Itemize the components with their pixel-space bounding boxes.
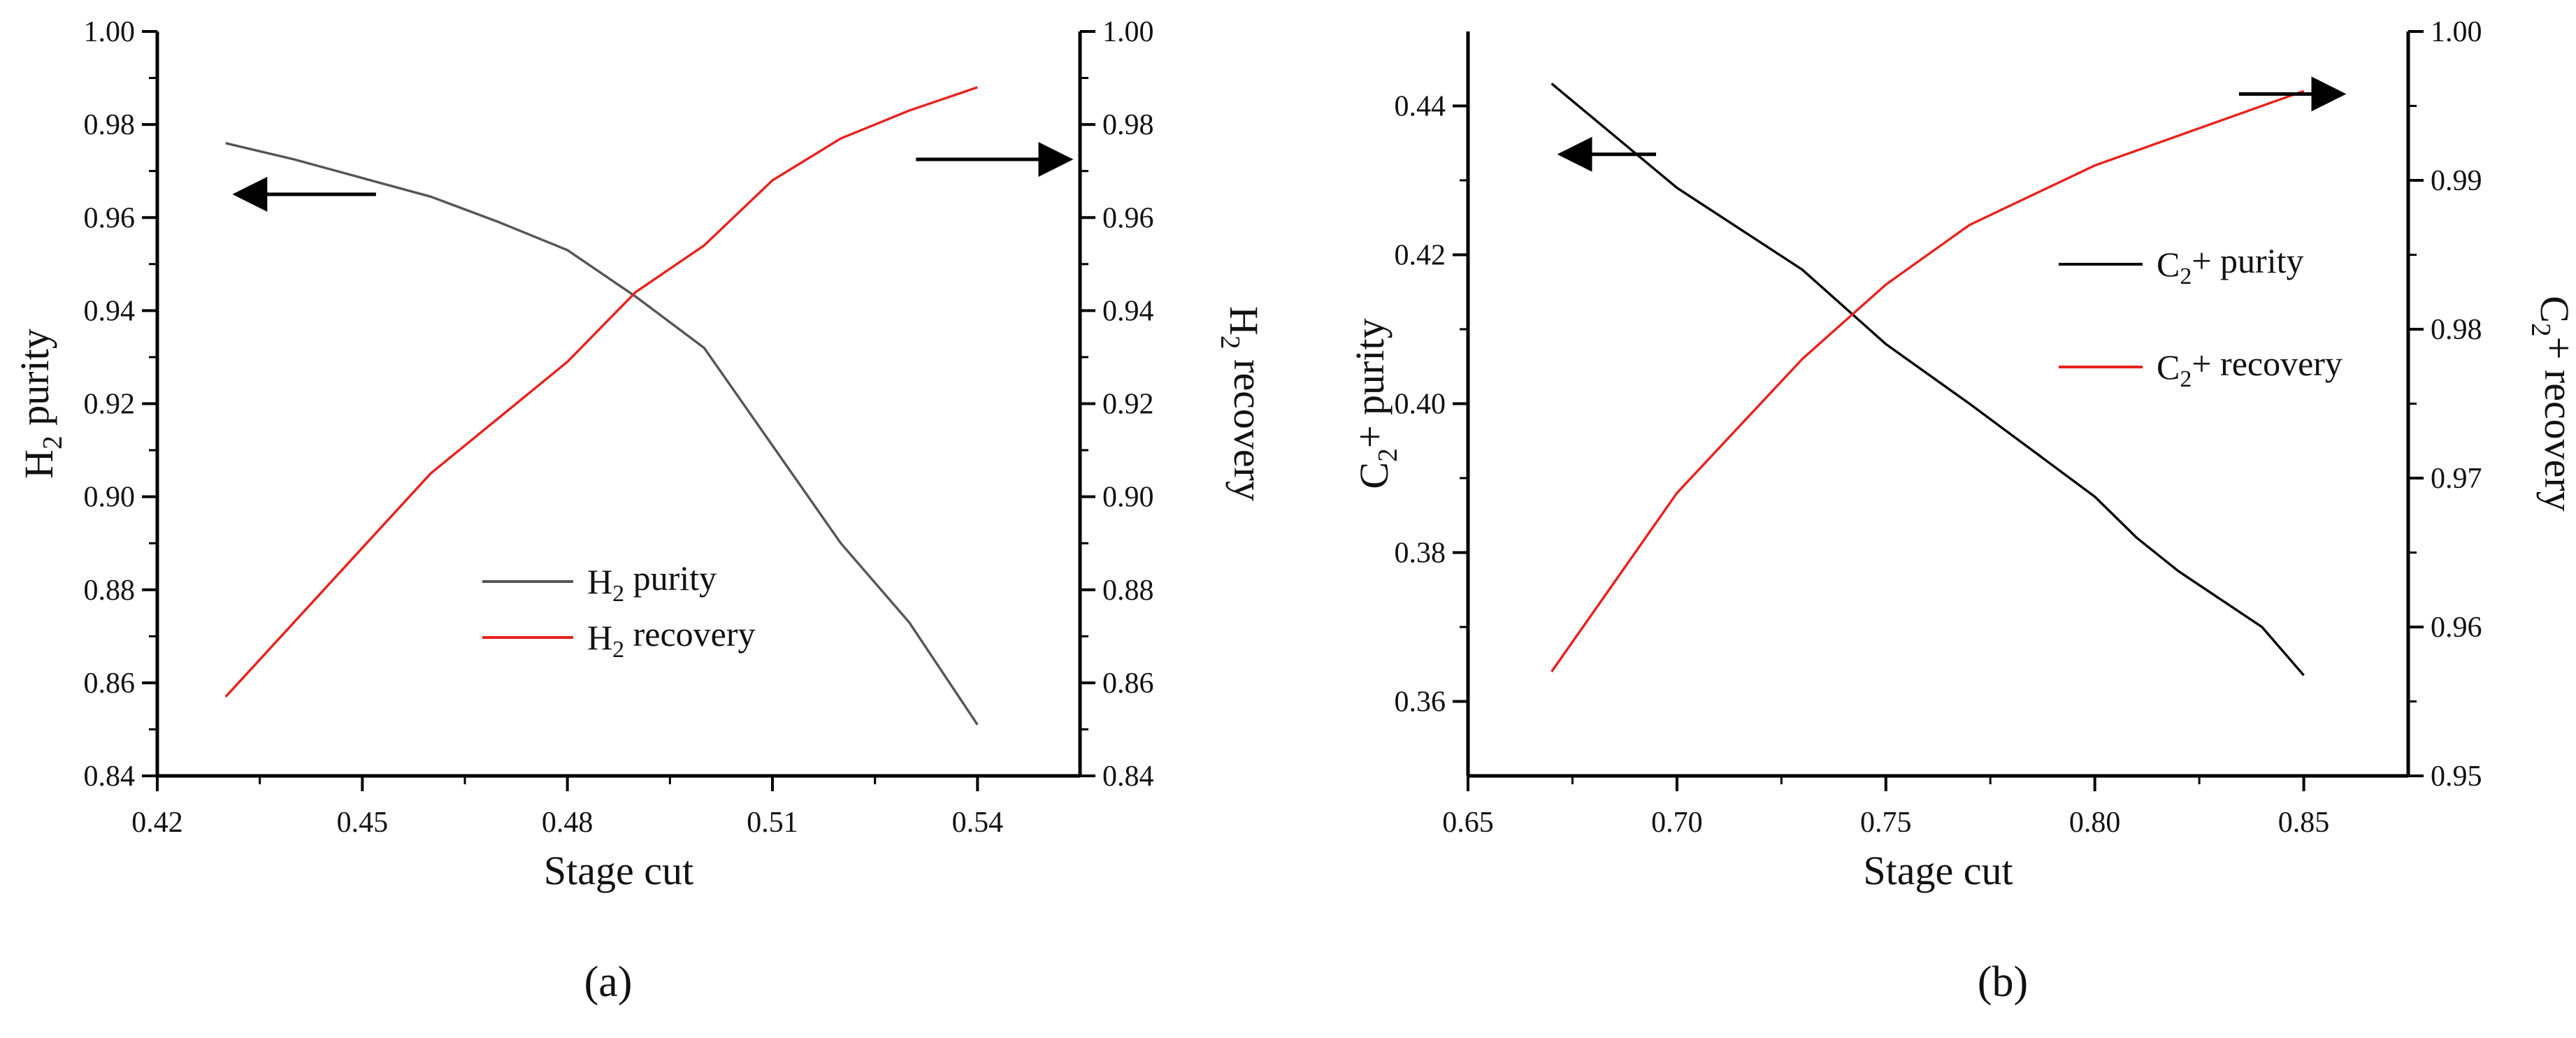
label-subscript: 2 — [612, 637, 624, 663]
x-tick-label: 0.80 — [2069, 807, 2121, 839]
label-subscript: 2 — [1372, 448, 1403, 462]
y-axis-left-title: C2+ purity — [1347, 318, 1403, 489]
x-tick-label: 0.54 — [952, 807, 1004, 839]
x-tick-label: 0.75 — [1860, 807, 1912, 839]
y-right-tick-label: 0.94 — [1102, 295, 1154, 327]
y-right-tick-label: 0.90 — [1102, 482, 1154, 514]
label-main: C — [2157, 347, 2180, 387]
series-line-purity — [225, 142, 979, 726]
series-line-recovery — [224, 86, 978, 698]
panel-label: (b) — [1978, 958, 2028, 1006]
chart-panel-a: 0.42 0.45 0.48 0.51 0.54 0.84 0.86 0.88 0.90 0.92… — [12, 16, 1271, 1006]
label-rest: recovery — [624, 614, 755, 654]
y-right-tick-label: 0.98 — [2431, 314, 2482, 346]
legend-label: H2 purity — [587, 558, 717, 607]
label-subscript: 2 — [1215, 336, 1246, 349]
y-left-tick-label: 0.94 — [84, 295, 136, 327]
x-axis-title: Stage cut — [1863, 848, 2013, 893]
y-right-tick-label: 0.88 — [1102, 575, 1154, 607]
y-left-tick-label: 0.84 — [84, 761, 136, 793]
y-right-tick-label: 0.96 — [1102, 202, 1154, 234]
label-main: H — [16, 449, 62, 479]
y-left-tick-label: 0.90 — [84, 482, 136, 514]
y-left-tick-label: 0.98 — [84, 109, 136, 141]
label-rest: + recovery — [2192, 344, 2343, 383]
legend-label: C2+ recovery — [2157, 344, 2343, 392]
label-rest: + purity — [2192, 241, 2303, 280]
y-right-tick-label: 0.99 — [2431, 165, 2482, 197]
y-right-tick-label: 0.84 — [1102, 761, 1154, 793]
chart-panel-b: 0.65 0.70 0.75 0.80 0.85 0.36 0.38 0.40 0.42 0.44… — [1347, 16, 2576, 1006]
x-tick-label: 0.65 — [1442, 807, 1494, 839]
label-main: C — [2532, 296, 2576, 323]
label-rest: recovery — [1225, 349, 1271, 501]
label-rest: purity — [12, 329, 57, 435]
x-tick-label: 0.42 — [131, 807, 183, 839]
x-tick-label: 0.45 — [337, 807, 389, 839]
y-right-tick-label: 0.97 — [2431, 463, 2482, 495]
y-right-tick-label: 0.96 — [2431, 612, 2482, 644]
y-left-tick-label: 0.88 — [84, 575, 136, 607]
label-main: H — [587, 618, 612, 657]
y-left-tick-label: 0.86 — [84, 668, 136, 700]
y-left-tick-label: 0.44 — [1395, 91, 1446, 123]
label-main: C — [1351, 462, 1397, 489]
y-left-tick-label: 1.00 — [84, 16, 136, 48]
label-main: H — [587, 562, 612, 601]
y-right-tick-label: 1.00 — [2431, 16, 2482, 48]
label-subscript: 2 — [37, 435, 68, 449]
y-left-tick-label: 0.38 — [1395, 538, 1446, 570]
x-tick-label: 0.85 — [2278, 807, 2330, 839]
x-tick-label: 0.48 — [542, 807, 593, 839]
label-main: H — [1221, 306, 1267, 336]
panel-label: (a) — [584, 958, 633, 1006]
y-left-tick-label: 0.96 — [84, 202, 136, 234]
y-axis-left-title: H2 purity — [12, 329, 68, 479]
label-rest: purity — [624, 558, 717, 598]
series-line-purity — [1550, 82, 2305, 677]
y-axis-right-title: C2+ recovery — [2526, 296, 2576, 511]
label-subscript: 2 — [2180, 264, 2192, 289]
label-rest: + recovery — [2536, 337, 2576, 512]
series-line-recovery — [1550, 89, 2305, 672]
x-tick-label: 0.51 — [747, 807, 798, 839]
y-right-tick-label: 0.92 — [1102, 389, 1154, 421]
label-subscript: 2 — [612, 581, 624, 607]
y-left-tick-label: 0.36 — [1395, 686, 1446, 719]
x-axis-title: Stage cut — [544, 848, 693, 893]
x-tick-label: 0.70 — [1651, 807, 1703, 839]
legend-label: H2 recovery — [587, 614, 756, 663]
y-left-tick-label: 0.40 — [1395, 389, 1446, 421]
y-right-tick-label: 0.95 — [2431, 761, 2482, 793]
label-rest: + purity — [1347, 318, 1393, 448]
label-main: C — [2157, 245, 2180, 284]
y-axis-right-title: H2 recovery — [1215, 306, 1271, 501]
y-right-tick-label: 0.98 — [1102, 109, 1154, 141]
y-left-tick-label: 0.42 — [1395, 240, 1446, 272]
y-right-tick-label: 1.00 — [1102, 16, 1154, 48]
label-subscript: 2 — [2526, 323, 2556, 337]
y-right-tick-label: 0.86 — [1102, 668, 1154, 700]
y-left-tick-label: 0.92 — [84, 389, 136, 421]
legend-label: C2+ purity — [2157, 241, 2304, 289]
label-subscript: 2 — [2180, 366, 2192, 392]
